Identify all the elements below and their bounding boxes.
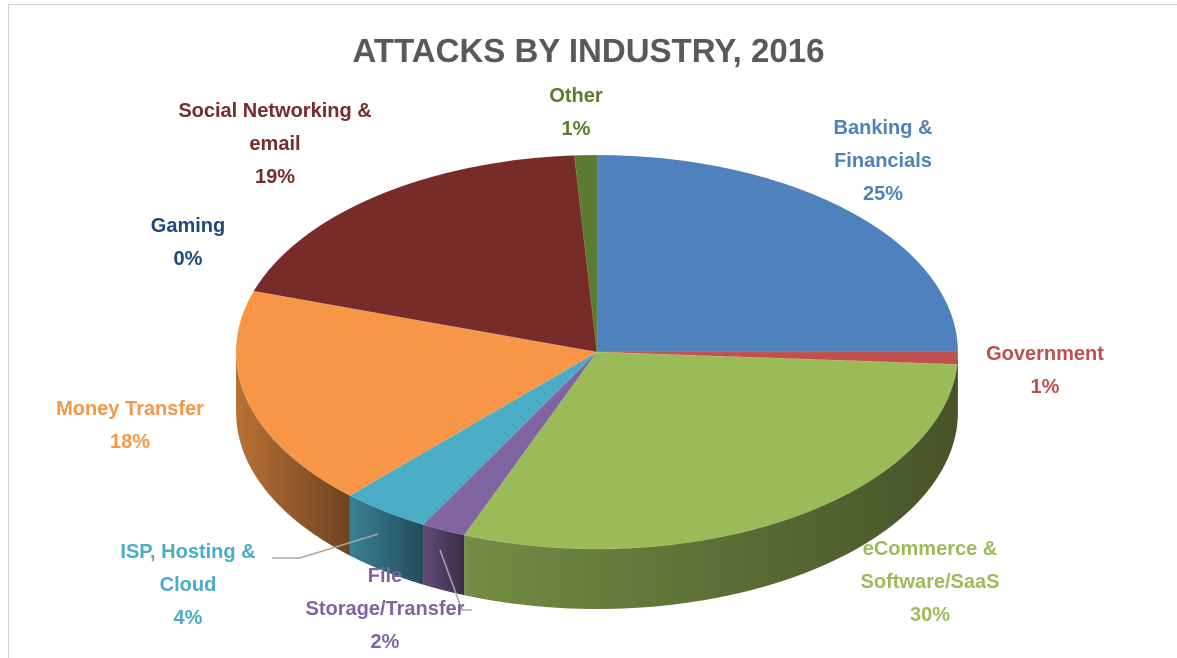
category-label: Social Networking & email	[178, 100, 372, 155]
value-label: 4%	[173, 607, 203, 629]
value-label: 25%	[862, 183, 904, 205]
data-label: Social Networking & email 19%	[155, 95, 395, 194]
pie-slice	[574, 154, 598, 353]
pie-slice	[349, 351, 598, 525]
pie-slice	[235, 290, 598, 496]
category-label: File Storage/Transfer	[305, 565, 465, 620]
data-label: eCommerce & Software/SaaS 30%	[815, 533, 1045, 632]
value-label: 1%	[561, 118, 591, 140]
data-label: Other 1%	[536, 80, 616, 146]
value-label: 19%	[254, 166, 296, 188]
value-label: 18%	[109, 431, 151, 453]
value-label: 1%	[1030, 376, 1060, 398]
category-label: Gaming	[150, 215, 226, 237]
pie-layer	[235, 154, 959, 550]
chart-frame	[8, 4, 1177, 658]
data-label: Government 1%	[955, 338, 1135, 404]
pie-slice	[253, 155, 598, 353]
data-label: Banking & Financials 25%	[798, 112, 968, 211]
pie-slice-side	[957, 352, 958, 425]
pie-slice-side	[349, 495, 424, 585]
data-label: File Storage/Transfer 2%	[290, 560, 480, 658]
pie-slice	[422, 351, 598, 536]
pie-slice	[253, 290, 598, 353]
category-label: Money Transfer	[56, 398, 204, 420]
value-label: 0%	[173, 248, 203, 270]
category-label: Government	[986, 343, 1104, 365]
chart-title: ATTACKS BY INDUSTRY, 2016	[352, 32, 825, 69]
pie-layer	[236, 352, 958, 609]
pie-slice-side	[464, 364, 958, 609]
pie-slice	[463, 351, 958, 550]
value-label: 30%	[909, 604, 951, 626]
category-label: ISP, Hosting & Cloud	[120, 541, 256, 596]
pie-slice	[596, 154, 959, 353]
data-label: ISP, Hosting & Cloud 4%	[93, 536, 283, 635]
pie-slice-side	[236, 352, 350, 556]
category-label: Banking & Financials	[833, 117, 933, 172]
leader-line	[439, 549, 472, 611]
data-label: Gaming 0%	[128, 210, 248, 276]
value-label: 2%	[370, 631, 400, 653]
category-label: Other	[549, 85, 603, 107]
data-label: Money Transfer 18%	[20, 393, 240, 459]
pie-slice	[596, 351, 959, 365]
category-label: eCommerce & Software/SaaS	[860, 538, 1000, 593]
leader-line	[272, 533, 379, 559]
